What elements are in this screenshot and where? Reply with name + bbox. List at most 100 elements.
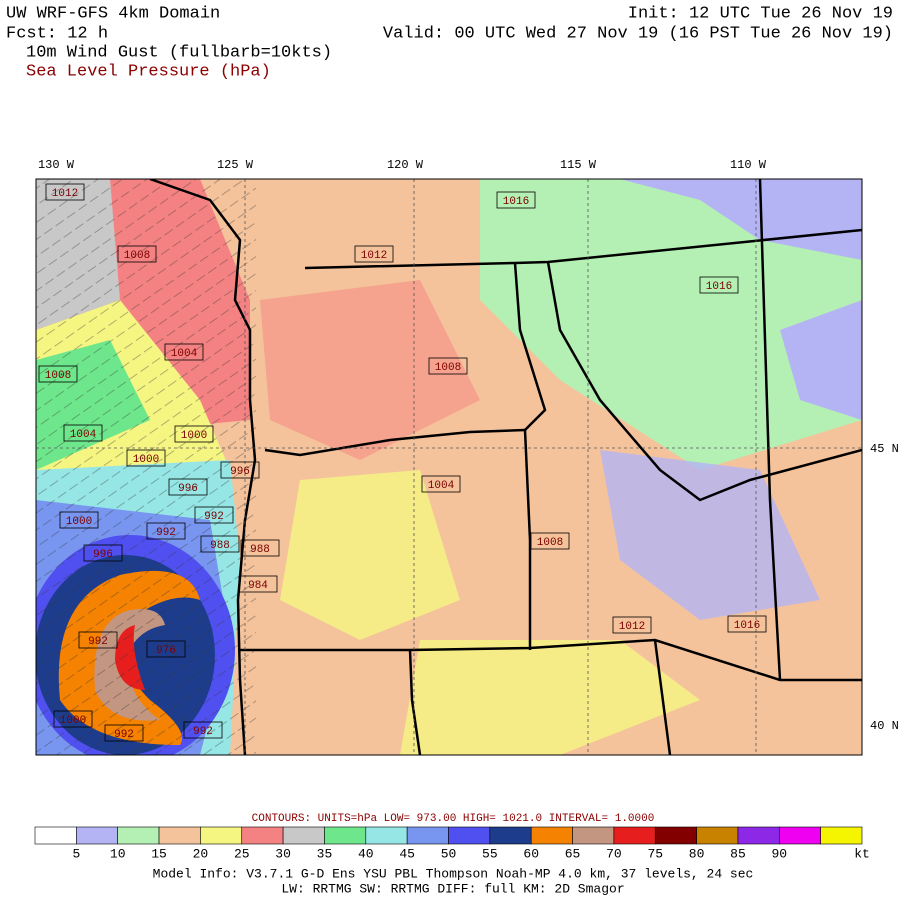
colorbar-bin [530, 826, 573, 845]
colorbar-bin [696, 826, 739, 845]
colorbar-tick-label: 85 [730, 846, 746, 861]
pressure-label: 1000 [66, 516, 92, 528]
pressure-label-box [83, 544, 123, 562]
pressure-label: 1000 [133, 454, 159, 466]
pressure-label: 1016 [706, 281, 732, 293]
pressure-label-box [59, 511, 99, 529]
colorbar-bin [117, 826, 160, 845]
pressure-label: 992 [204, 511, 224, 523]
colorbar-bin [654, 826, 697, 845]
pressure-label-box [612, 616, 652, 634]
colorbar-bin [200, 826, 243, 845]
pressure-label: 1008 [124, 250, 150, 262]
colorbar-bin [282, 826, 325, 845]
colorbar-unit: kt [854, 846, 870, 861]
colorbar-tick-label: 80 [689, 846, 705, 861]
pressure-label: 1008 [537, 537, 563, 549]
pressure-label: 992 [156, 527, 176, 539]
colorbar-bin [778, 826, 821, 845]
colorbar-tick-label: 90 [771, 846, 787, 861]
colorbar-bin [820, 826, 863, 845]
pressure-label-box [200, 535, 240, 553]
pressure-label: 1004 [70, 429, 97, 441]
pressure-label-box [168, 478, 208, 496]
longitude-label: 125 W [217, 158, 254, 172]
colorbar-tick-label: 55 [482, 846, 498, 861]
map [36, 179, 862, 755]
pressure-label-box [421, 475, 461, 493]
pressure-label: 992 [88, 636, 108, 648]
pressure-label-box [183, 721, 223, 739]
colorbar-tick-label: 75 [647, 846, 663, 861]
pressure-label: 1004 [171, 348, 198, 360]
colorbar-tick-label: 45 [399, 846, 415, 861]
colorbar-tick-label: 65 [565, 846, 581, 861]
colorbar-bin [324, 826, 367, 845]
colorbar-tick-label: 60 [523, 846, 539, 861]
colorbar-bin [241, 826, 284, 845]
colorbar-bin [406, 826, 449, 845]
pressure-label-box [354, 245, 394, 263]
colorbar-tick-label: 35 [317, 846, 333, 861]
pressure-label: 1012 [52, 188, 78, 200]
longitude-label: 115 W [560, 158, 597, 172]
pressure-label: 992 [193, 726, 213, 738]
pressure-label-box [126, 449, 166, 467]
pressure-label: 996 [93, 549, 113, 561]
longitude-label: 130 W [38, 158, 75, 172]
colorbar-bin [613, 826, 656, 845]
pressure-label-box [238, 575, 278, 593]
colorbar-bin [365, 826, 408, 845]
field-label: 10m Wind Gust (fullbarb=10kts) [26, 43, 332, 62]
pressure-label-box [174, 425, 214, 443]
longitude-label: 110 W [730, 158, 767, 172]
pressure-label: 1012 [619, 621, 645, 633]
colorbar-tick-label: 10 [110, 846, 126, 861]
pressure-label-box [38, 365, 78, 383]
pressure-label: 988 [250, 544, 270, 556]
contour-info: CONTOURS: UNITS=hPa LOW= 973.00 HIGH= 10… [252, 813, 655, 825]
colorbar-bin [737, 826, 780, 845]
pressure-label-box [164, 343, 204, 361]
colorbar-tick-label: 70 [606, 846, 622, 861]
pressure-label-box [146, 522, 186, 540]
pressure-label: 996 [178, 483, 198, 495]
pressure-label-box [53, 710, 93, 728]
title: UW WRF-GFS 4km Domain [6, 4, 220, 23]
colorbar-tick-label: 25 [234, 846, 250, 861]
colorbar-tick-label: 40 [358, 846, 374, 861]
pressure-label: 1016 [503, 196, 529, 208]
pressure-label: 1008 [435, 362, 461, 374]
pressure-label-box [220, 461, 260, 479]
pressure-label: 1000 [60, 715, 86, 727]
pressure-label-box [78, 631, 118, 649]
colorbar-bin [448, 826, 491, 845]
pressure-label-box [496, 191, 536, 209]
pressure-label: 1012 [361, 250, 387, 262]
pressure-label: 992 [114, 729, 134, 741]
colorbar-bin [158, 826, 201, 845]
colorbar-bin [572, 826, 615, 845]
colorbar-bin [34, 826, 77, 845]
pressure-label-box [727, 615, 767, 633]
pressure-label: 984 [248, 580, 268, 592]
latitude-label: 40 N [870, 719, 899, 733]
latitude-label: 45 N [870, 442, 899, 456]
pressure-label: 1004 [428, 480, 455, 492]
pressure-label: 1008 [45, 370, 71, 382]
forecast-hour: Fcst: 12 h [6, 24, 108, 43]
model-info: Model Info: V3.7.1 G-D Ens YSU PBL Thomp… [153, 866, 754, 881]
pressure-label: 1000 [181, 430, 207, 442]
colorbar-bin [76, 826, 118, 845]
pressure-label-box [194, 506, 234, 524]
field-label: Sea Level Pressure (hPa) [26, 62, 271, 81]
colorbar-tick-label: 20 [193, 846, 209, 861]
init-time: Init: 12 UTC Tue 26 Nov 19 [628, 4, 893, 23]
pressure-label-box [428, 357, 468, 375]
colorbar-bin [489, 826, 532, 845]
pressure-label: 976 [156, 645, 176, 657]
pressure-label-box [104, 724, 144, 742]
pressure-label-box [146, 640, 186, 658]
model-info: LW: RRTMG SW: RRTMG DIFF: full KM: 2D Sm… [281, 881, 624, 896]
